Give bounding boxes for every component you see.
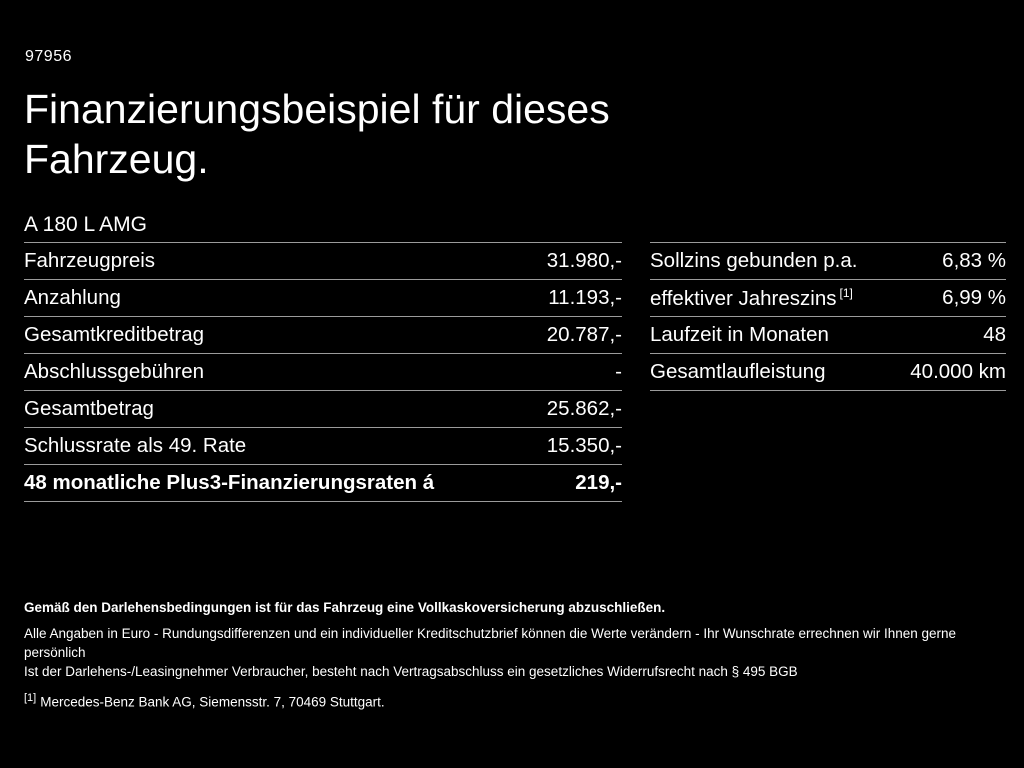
vehicle-model: A 180 L AMG — [24, 213, 147, 236]
financing-table-left: Fahrzeugpreis 31.980,- Anzahlung 11.193,… — [24, 242, 622, 502]
row-label: Laufzeit in Monaten — [650, 323, 829, 346]
table-row: Laufzeit in Monaten 48 — [650, 316, 1006, 353]
row-value: 25.862,- — [546, 397, 622, 420]
table-row: Schlussrate als 49. Rate 15.350,- — [24, 427, 622, 464]
row-value: 48 — [983, 323, 1006, 346]
footnote-marker: [1] — [24, 692, 37, 704]
row-label: Gesamtlaufleistung — [650, 360, 826, 383]
row-value: 6,99 % — [942, 286, 1006, 309]
table-row: Abschlussgebühren - — [24, 353, 622, 390]
row-value: 20.787,- — [546, 323, 622, 346]
table-row: Gesamtkreditbetrag 20.787,- — [24, 316, 622, 353]
table-row: Gesamtlaufleistung 40.000 km — [650, 353, 1006, 390]
row-value: 15.350,- — [546, 434, 622, 457]
financing-table-right: Sollzins gebunden p.a. 6,83 % effektiver… — [650, 242, 1006, 391]
page-title: Finanzierungsbeispiel für dieses Fahrzeu… — [24, 86, 610, 182]
footer-disclaimer-1: Alle Angaben in Euro - Rundungsdifferenz… — [24, 626, 957, 660]
row-value: 11.193,- — [548, 286, 622, 309]
row-label: 48 monatliche Plus3-Finanzierungsraten á — [24, 471, 435, 494]
table-row-monthly-rate: 48 monatliche Plus3-Finanzierungsraten á… — [24, 464, 622, 501]
table-row: Fahrzeugpreis 31.980,- — [24, 242, 622, 279]
table-row: Gesamtbetrag 25.862,- — [24, 390, 622, 427]
table-row: Sollzins gebunden p.a. 6,83 % — [650, 242, 1006, 279]
table-row: Anzahlung 11.193,- — [24, 279, 622, 316]
row-label: Sollzins gebunden p.a. — [650, 249, 858, 272]
footnote-text: Mercedes-Benz Bank AG, Siemensstr. 7, 70… — [40, 694, 385, 710]
row-label: Schlussrate als 49. Rate — [24, 434, 247, 457]
row-value: 219,- — [575, 471, 622, 494]
row-value: 6,83 % — [942, 249, 1006, 272]
footer-disclaimer-2: Ist der Darlehens-/Leasingnehmer Verbrau… — [24, 664, 798, 679]
row-value: 40.000 km — [910, 360, 1006, 383]
page-code: 97956 — [25, 48, 72, 65]
footnote-reference: [1] — [839, 285, 853, 300]
row-label: effektiver Jahreszins [1] — [650, 285, 853, 310]
footer-footnote: [1] Mercedes-Benz Bank AG, Siemensstr. 7,… — [24, 689, 1004, 712]
row-value: 31.980,- — [546, 249, 622, 272]
footer-insurance-note: Gemäß den Darlehensbedingungen ist für d… — [24, 600, 666, 615]
table-row: effektiver Jahreszins [1] 6,99 % — [650, 279, 1006, 316]
row-label: Abschlussgebühren — [24, 360, 205, 383]
row-label: Gesamtkreditbetrag — [24, 323, 205, 346]
row-label: Fahrzeugpreis — [24, 249, 156, 272]
legal-footer: Gemäß den Darlehensbedingungen ist für d… — [24, 598, 1004, 712]
row-value: - — [615, 360, 622, 383]
row-label: Anzahlung — [24, 286, 121, 309]
row-label: Gesamtbetrag — [24, 397, 154, 420]
